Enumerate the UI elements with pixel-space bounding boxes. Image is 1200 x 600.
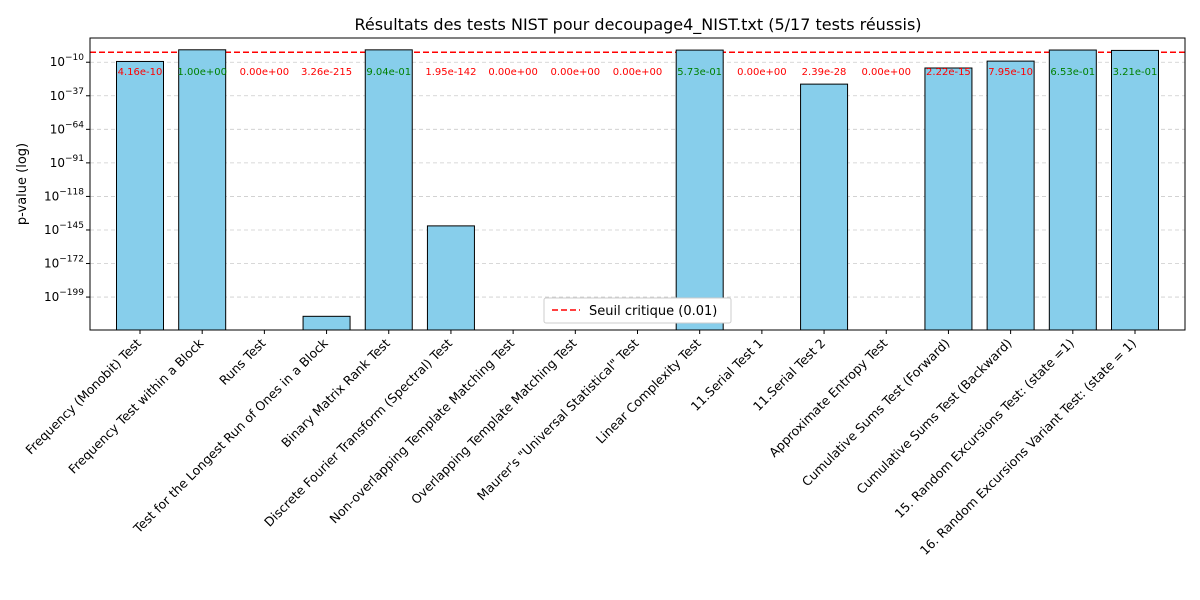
value-label: 9.04e-01 [366,67,411,78]
bar [924,67,973,331]
y-axis-ticks: 10−10 10−37 10−64 10−91 10−118 10−145 10−172 10… [44,53,90,304]
value-label: 1.95e-142 [425,67,476,78]
bar [364,49,413,331]
chart-title: Résultats des tests NIST pour decoupage4… [354,15,921,35]
value-label: 0.00e+00 [737,67,787,78]
y-tick-label: 10−199 [44,288,84,304]
y-axis-label: p-value (log) [15,143,30,225]
y-tick-label: 10−10 [50,53,85,69]
bar [800,83,849,331]
value-labels: 4.16e-10 1.00e+00 0.00e+00 3.26e-215 9.04e-0… [118,67,1158,78]
value-label: 1.00e+00 [177,67,227,78]
y-tick-label: 10−172 [44,255,84,271]
x-tick-label: 16. Random Excursions Variant Test: (sta… [917,336,1139,558]
value-label: 3.21e-01 [1113,67,1158,78]
y-tick-label: 10−37 [50,87,84,103]
value-label: 0.00e+00 [861,67,911,78]
bar [986,60,1035,331]
value-label: 0.00e+00 [613,67,663,78]
legend-threshold-label: Seuil critique (0.01) [589,304,717,319]
bar [302,315,351,331]
bar [675,49,724,331]
value-label: 2.39e-28 [802,67,847,78]
bar [426,225,475,331]
x-tick-label: Frequency (Monobit) Test [22,335,144,457]
value-label: 7.95e-10 [988,67,1033,78]
x-tick-label: Linear Complexity Test [593,335,704,446]
value-label: 0.00e+00 [488,67,538,78]
x-tick-label: Binary Matrix Rank Test [278,335,393,450]
bars [116,49,1159,331]
value-label: 2.22e-15 [926,67,971,78]
x-tick-label: Approximate Entropy Test [766,335,891,460]
value-label: 5.73e-01 [677,67,722,78]
value-label: 0.00e+00 [240,67,290,78]
value-label: 3.26e-215 [301,67,352,78]
y-tick-label: 10−118 [44,187,84,203]
y-tick-label: 10−64 [50,120,85,136]
value-label: 4.16e-10 [118,67,163,78]
y-tick-label: 10−145 [44,221,84,237]
y-tick-label: 10−91 [50,154,84,170]
value-label: 6.53e-01 [1050,67,1095,78]
bar [1111,49,1159,331]
x-tick-label: Runs Test [216,335,268,387]
bar [116,60,164,331]
legend: Seuil critique (0.01) [543,297,732,324]
legend-box [543,297,732,324]
grid-lines [90,61,1185,298]
value-label: 0.00e+00 [551,67,601,78]
bar [178,49,227,331]
bar [1048,49,1097,331]
x-tick-label: Frequency Test within a Block [65,335,207,477]
